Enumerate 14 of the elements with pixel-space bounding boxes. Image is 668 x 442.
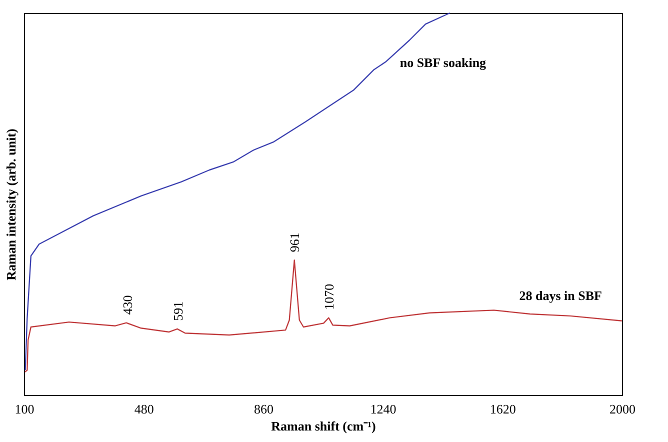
series-label: no SBF soaking xyxy=(400,55,487,70)
series-label: 28 days in SBF xyxy=(519,288,602,303)
annotation: 1070 xyxy=(321,284,336,310)
annotation: 430 xyxy=(120,295,135,315)
x-tick-label: 480 xyxy=(134,402,154,416)
x-axis-title: Raman shift (cm⁻¹) xyxy=(271,418,376,434)
x-tick-label: 100 xyxy=(14,402,34,416)
annotation: 591 xyxy=(170,301,186,321)
y-axis-title: Raman intensity (arb. unit) xyxy=(4,128,18,280)
x-tick-label: 1240 xyxy=(370,402,396,416)
x-tick-label: 860 xyxy=(254,402,274,416)
annotation: 961 xyxy=(286,232,302,252)
x-tick-label: 1620 xyxy=(490,402,516,416)
x-tick-label: 2000 xyxy=(610,402,636,416)
